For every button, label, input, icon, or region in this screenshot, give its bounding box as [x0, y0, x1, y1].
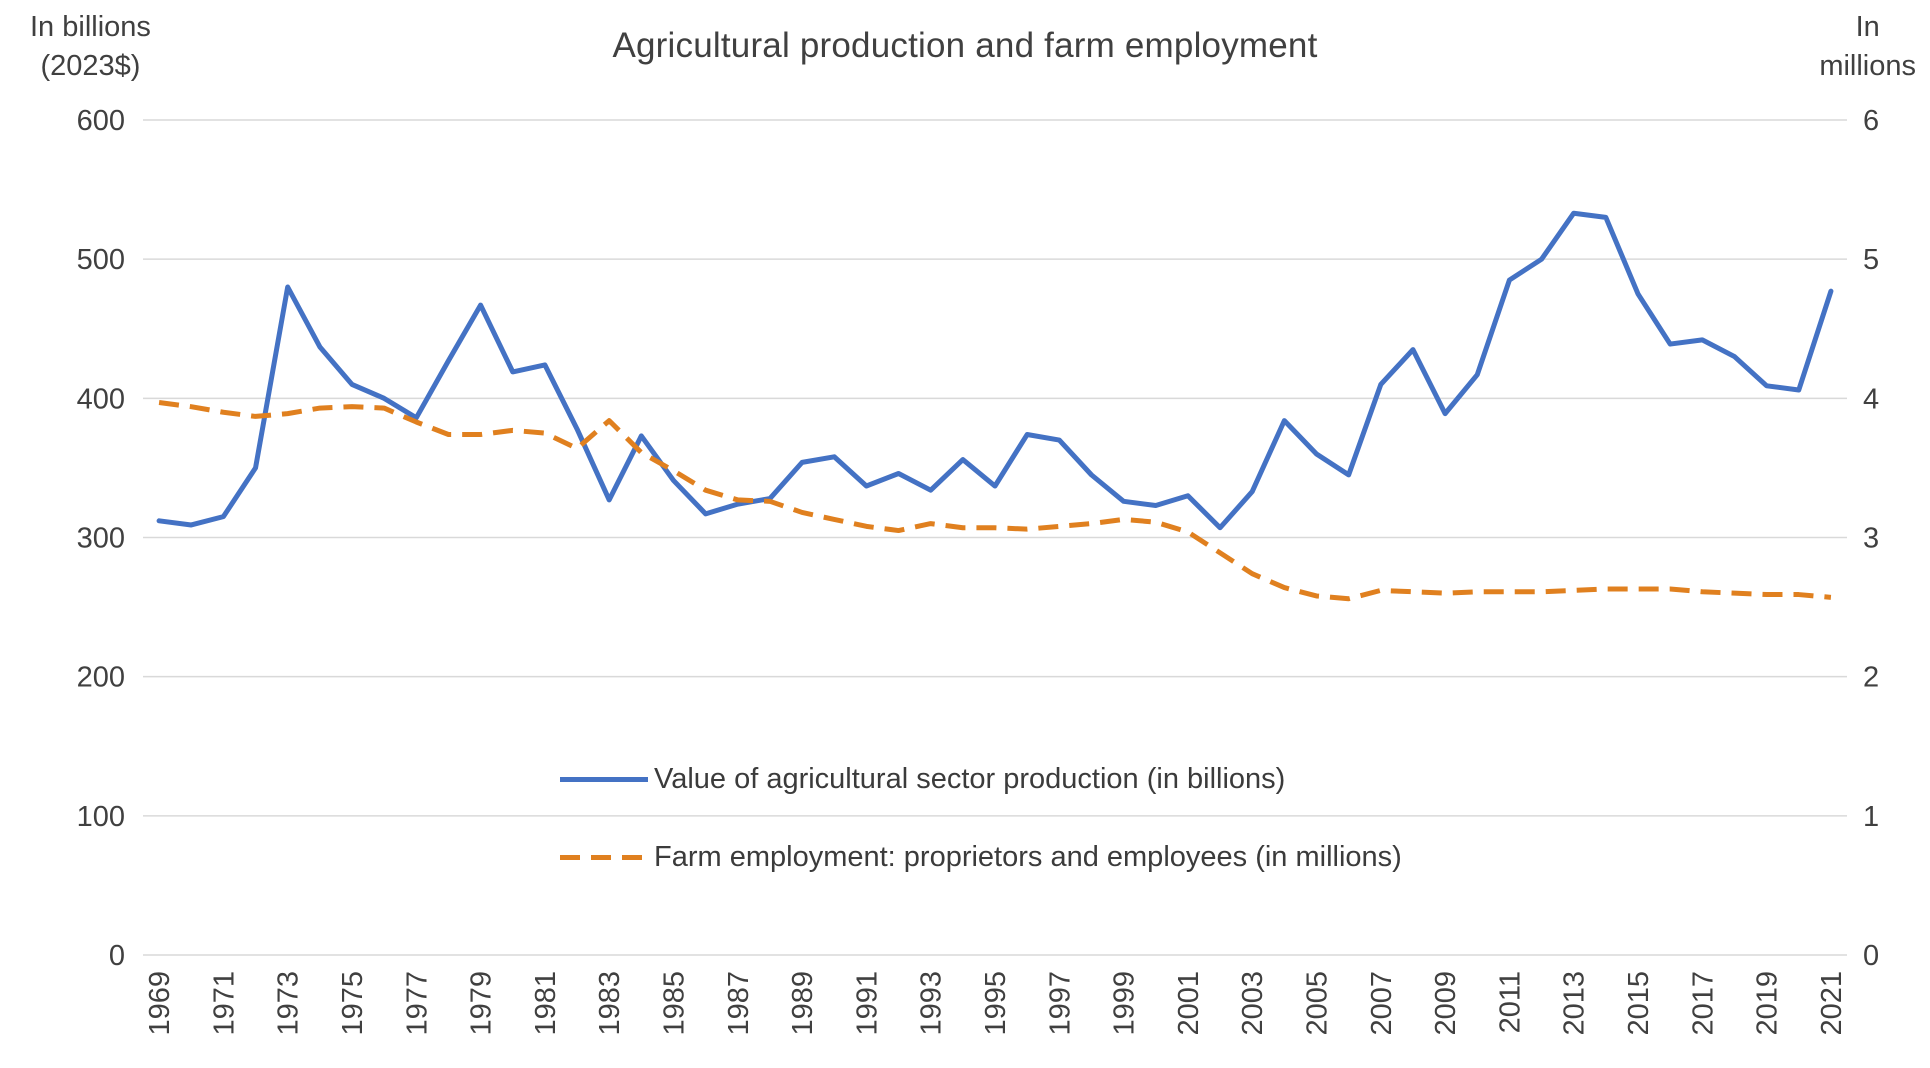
right-axis-tick-label: 3 — [1863, 523, 1879, 555]
x-axis-tick-label: 1985 — [658, 971, 690, 1036]
x-axis-tick-label: 1977 — [401, 971, 433, 1036]
x-axis-tick-label: 2011 — [1494, 971, 1526, 1033]
x-axis-tick-label: 1987 — [723, 971, 755, 1036]
left-axis-tick-label: 500 — [77, 244, 125, 276]
x-axis-tick-label: 2003 — [1237, 971, 1269, 1036]
x-axis-tick-label: 1991 — [851, 971, 883, 1036]
left-axis-tick-label: 400 — [77, 383, 125, 415]
right-axis-tick-label: 5 — [1863, 244, 1879, 276]
x-axis-tick-label: 1995 — [980, 971, 1012, 1036]
right-axis-tick-label: 4 — [1863, 383, 1879, 415]
x-axis-tick-label: 2019 — [1752, 971, 1784, 1036]
legend-item-employment: Farm employment: proprietors and employe… — [560, 838, 1402, 876]
x-axis-tick-label: 2009 — [1430, 971, 1462, 1036]
left-axis-unit-label: In billions (2023$) — [30, 11, 151, 83]
x-axis-tick-label: 2013 — [1559, 971, 1591, 1036]
x-axis-tick-label: 1989 — [787, 971, 819, 1036]
x-axis-tick-label: 1969 — [144, 971, 176, 1036]
right-axis-tick-label: 1 — [1863, 801, 1879, 833]
left-axis-tick-label: 300 — [77, 523, 125, 555]
x-axis-tick-label: 1983 — [594, 971, 626, 1036]
x-axis-tick-label: 1997 — [1044, 971, 1076, 1036]
x-axis-tick-label: 1973 — [273, 971, 305, 1036]
x-axis-tick-label: 2015 — [1623, 971, 1655, 1036]
left-axis-tick-label: 200 — [77, 662, 125, 694]
x-axis-tick-label: 2007 — [1366, 971, 1398, 1036]
production-line-swatch-icon — [560, 776, 648, 782]
legend-label-employment: Farm employment: proprietors and employe… — [654, 840, 1402, 873]
x-axis-tick-label: 2017 — [1687, 971, 1719, 1036]
right-axis-tick-label: 0 — [1863, 940, 1879, 972]
chart-title: Agricultural production and farm employm… — [612, 26, 1318, 65]
left-axis-tick-label: 100 — [77, 801, 125, 833]
legend-item-production: Value of agricultural sector production … — [560, 760, 1402, 798]
employment-line-swatch-icon — [560, 854, 648, 860]
x-axis-tick-label: 1971 — [208, 971, 240, 1036]
production-series-line — [156, 210, 1834, 531]
right-axis-tick-label: 2 — [1863, 662, 1879, 694]
legend: Value of agricultural sector production … — [560, 760, 1402, 876]
x-axis-tick-label: 2001 — [1173, 971, 1205, 1036]
legend-label-production: Value of agricultural sector production … — [654, 762, 1286, 795]
right-axis-tick-label: 6 — [1863, 105, 1879, 137]
x-axis-tick-label: 1979 — [466, 971, 498, 1036]
x-axis-tick-label: 1993 — [916, 971, 948, 1036]
left-axis-tick-label: 600 — [77, 105, 125, 137]
employment-series-line — [158, 400, 1832, 602]
x-axis-tick-label: 1975 — [337, 971, 369, 1036]
x-axis-tick-label: 2005 — [1302, 971, 1334, 1036]
x-axis-tick-label: 2021 — [1816, 971, 1848, 1036]
x-axis-tick-label: 1981 — [530, 971, 562, 1036]
x-axis-tick-label: 1999 — [1109, 971, 1141, 1036]
right-axis-unit-label: In millions — [1819, 11, 1916, 83]
left-axis-tick-label: 0 — [109, 940, 125, 972]
